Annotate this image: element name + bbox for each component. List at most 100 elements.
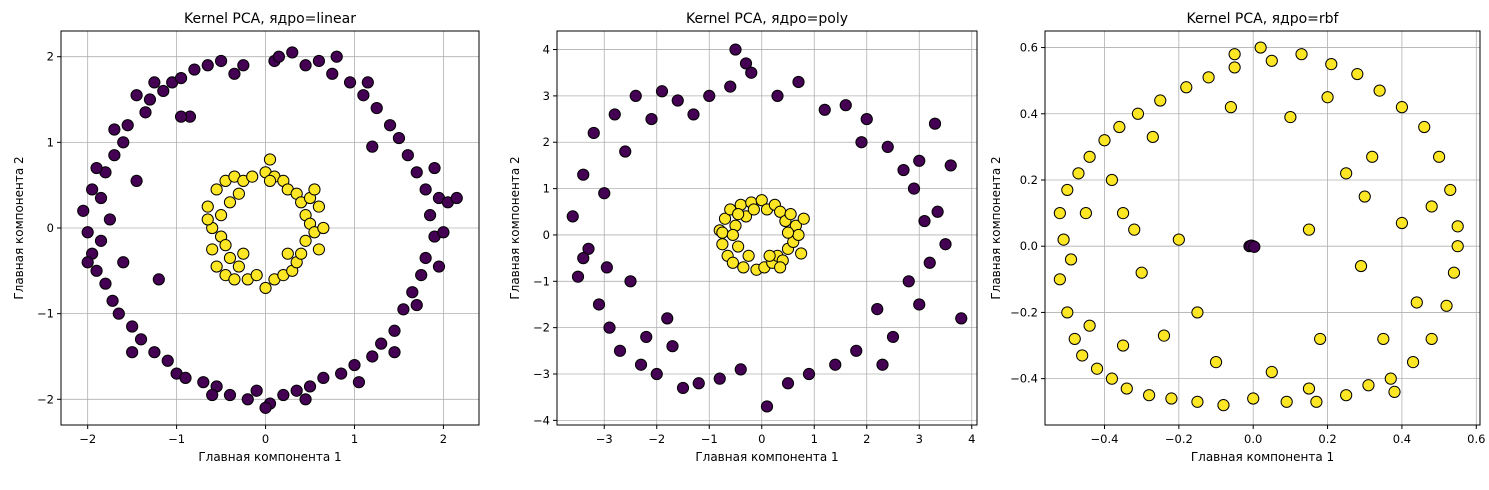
point-class-1 <box>755 194 768 207</box>
point-class-0 <box>802 367 816 381</box>
point-class-0 <box>197 376 210 389</box>
point-class-1 <box>312 200 326 213</box>
chart-title: Kernel PCA, ядро=linear <box>184 11 356 27</box>
point-class-0 <box>886 330 900 344</box>
point-class-1 <box>1451 240 1464 253</box>
x-tick-label: −3 <box>596 432 613 446</box>
point-class-1 <box>1079 207 1092 220</box>
point-class-1 <box>1395 216 1409 230</box>
x-tick-label: 0 <box>758 432 765 446</box>
point-class-1 <box>1373 84 1386 97</box>
point-class-0 <box>624 275 637 288</box>
point-class-0 <box>687 108 700 121</box>
point-class-1 <box>1228 48 1241 61</box>
grid <box>61 31 479 425</box>
y-tick-label: 4 <box>543 43 550 57</box>
point-class-0 <box>881 140 894 153</box>
x-tick-label: 0.6 <box>1467 432 1485 446</box>
point-class-0 <box>290 384 303 397</box>
chart-title: Kernel PCA, ядро=rbf <box>1187 11 1340 27</box>
grid <box>557 31 977 425</box>
point-class-1 <box>1388 385 1401 398</box>
point-class-0 <box>103 213 117 226</box>
point-class-1 <box>299 234 312 247</box>
point-class-0 <box>739 57 753 70</box>
point-class-0 <box>729 43 742 56</box>
point-class-1 <box>1340 389 1353 402</box>
point-class-0 <box>348 358 361 372</box>
point-class-0 <box>598 187 611 200</box>
point-class-0 <box>450 191 463 205</box>
point-class-1 <box>1061 306 1074 319</box>
point-class-1 <box>784 207 797 221</box>
point-class-1 <box>1180 81 1193 94</box>
x-tick-label: 4 <box>968 432 975 446</box>
y-tick-label: −2 <box>533 321 550 335</box>
point-class-0 <box>571 270 585 283</box>
point-class-0 <box>415 269 428 282</box>
point-class-0 <box>130 174 143 187</box>
point-class-0 <box>781 377 795 390</box>
point-class-0 <box>139 106 152 119</box>
point-class-0 <box>126 320 139 333</box>
point-class-1 <box>1090 362 1104 375</box>
point-class-0 <box>724 80 737 93</box>
y-tick-label: −1 <box>37 307 54 321</box>
x-tick-label: 0.0 <box>1244 432 1262 446</box>
x-tick-label: −0.4 <box>1091 432 1119 446</box>
point-class-1 <box>206 243 219 256</box>
point-class-0 <box>437 226 450 239</box>
point-class-1 <box>1083 150 1096 163</box>
point-class-0 <box>108 123 121 136</box>
point-class-1 <box>201 213 214 226</box>
point-class-0 <box>126 346 139 359</box>
point-class-0 <box>619 145 632 158</box>
point-class-1 <box>1354 259 1368 273</box>
point-class-0 <box>613 344 627 357</box>
x-axis-label: Главная компонента 1 <box>198 450 341 464</box>
point-class-1 <box>726 228 739 242</box>
point-class-0 <box>792 75 805 89</box>
point-class-1 <box>742 249 755 262</box>
point-class-0 <box>77 204 90 217</box>
y-axis-label: Главная компонента 2 <box>989 156 1003 299</box>
point-class-0 <box>944 159 957 172</box>
point-class-0 <box>592 298 606 311</box>
point-class-1 <box>716 238 729 251</box>
point-class-0 <box>410 166 423 179</box>
point-class-0 <box>223 388 237 402</box>
point-class-1 <box>1135 266 1148 279</box>
point-class-1 <box>1325 58 1338 71</box>
point-class-1 <box>237 247 250 260</box>
point-class-1 <box>1068 332 1081 346</box>
point-class-0 <box>406 286 419 299</box>
point-class-1 <box>1358 190 1371 203</box>
chart-title: Kernel PCA, ядро=poly <box>686 11 848 27</box>
point-class-1 <box>1072 167 1085 180</box>
point-class-0 <box>839 99 852 112</box>
point-class-0 <box>237 59 250 72</box>
point-class-0 <box>286 46 299 59</box>
point-class-1 <box>763 249 776 262</box>
point-class-0 <box>201 59 214 72</box>
point-class-0 <box>577 252 590 265</box>
x-tick-label: −1 <box>168 432 185 446</box>
point-class-1 <box>1057 233 1070 246</box>
point-class-0 <box>352 376 366 389</box>
point-class-0 <box>600 261 613 274</box>
point-class-1 <box>1265 365 1278 379</box>
point-class-1 <box>1209 355 1223 369</box>
point-class-1 <box>281 247 294 260</box>
point-class-0 <box>428 161 441 175</box>
x-tick-label: −0.2 <box>1165 432 1193 446</box>
point-class-1 <box>219 239 232 252</box>
point-class-0 <box>432 260 446 273</box>
point-class-1 <box>1172 233 1185 246</box>
point-class-1 <box>1076 349 1089 362</box>
x-tick-label: 0.4 <box>1393 432 1411 446</box>
point-class-1 <box>1064 253 1078 266</box>
point-class-1 <box>1440 299 1453 312</box>
point-class-0 <box>157 84 170 98</box>
point-class-0 <box>955 312 968 325</box>
y-tick-label: 3 <box>543 89 550 103</box>
